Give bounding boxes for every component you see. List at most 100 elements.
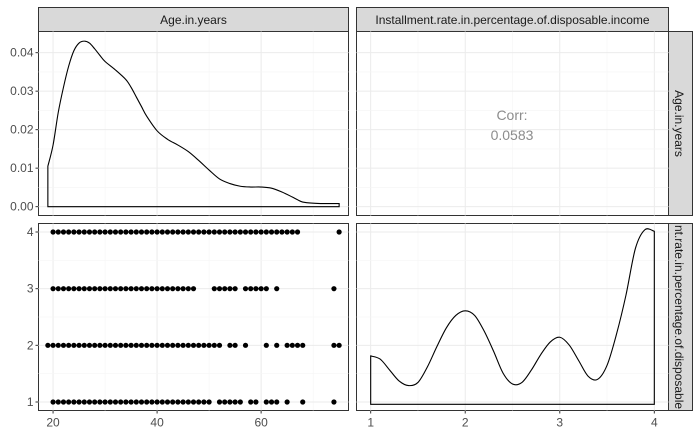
scatter-point (128, 342, 134, 348)
scatter-point (268, 399, 275, 405)
scatter-point (268, 229, 275, 235)
scatter-point (164, 342, 171, 348)
scatter-point (180, 399, 186, 405)
scatter-point (232, 229, 238, 235)
scatter-point (86, 229, 93, 235)
scatter-point (60, 286, 67, 292)
strip-row1-label: Age.in.years (672, 90, 686, 157)
scatter-point (123, 342, 129, 348)
scatter-point (196, 399, 202, 405)
scatter-point (76, 229, 82, 235)
scatter-point (102, 229, 108, 235)
scatter-point (263, 229, 269, 235)
scatter-point (112, 286, 119, 292)
installment-density-curve (370, 228, 655, 405)
scatter-point (66, 342, 72, 348)
scatter-point (248, 399, 254, 405)
scatter-point (242, 342, 249, 348)
scatter-point (144, 399, 150, 405)
scatter-point (232, 286, 238, 292)
scatter-point (175, 286, 181, 292)
age-density-y-tick-label: 0.02 (10, 123, 34, 137)
scatter-point (206, 342, 212, 348)
scatter-point (107, 342, 113, 348)
age-density-y-tick-label: 0.00 (10, 200, 34, 214)
scatter-point (123, 399, 129, 405)
installment-x-tick-label: 2 (462, 416, 469, 430)
scatter-point (86, 399, 93, 405)
scatter-point (138, 286, 145, 292)
scatter-point (263, 342, 269, 348)
scatter-point (138, 399, 145, 405)
scatter-point (180, 286, 186, 292)
strip-col2 (356, 7, 669, 32)
strip-col1-label: Age.in.years (160, 13, 227, 27)
scatter-point (331, 342, 337, 348)
scatter-point (201, 342, 207, 348)
scatter-point (71, 399, 77, 405)
scatter-point (232, 342, 238, 348)
installment-x-tick-label: 4 (651, 416, 658, 430)
scatter-point (216, 286, 223, 292)
scatter-point (118, 229, 124, 235)
scatter-point (190, 286, 197, 292)
scatter-point (227, 399, 233, 405)
strip-row2 (668, 223, 693, 411)
scatter-point (164, 229, 171, 235)
age-density-curve (47, 40, 340, 208)
scatter-point (149, 229, 155, 235)
scatter-x-tick-label: 60 (254, 416, 268, 430)
scatter-point (118, 399, 124, 405)
scatter-point (211, 286, 217, 292)
scatter-point (175, 399, 181, 405)
scatter-point (190, 229, 197, 235)
scatter-point (159, 399, 165, 405)
scatter-point (237, 399, 243, 405)
scatter-point (170, 399, 176, 405)
scatter-point (294, 229, 301, 235)
scatter-point (258, 229, 264, 235)
scatter-point (92, 286, 98, 292)
installment-x-tick-label: 3 (556, 416, 563, 430)
scatter-point (107, 286, 113, 292)
scatter-point (274, 399, 280, 405)
scatter-point (102, 342, 108, 348)
scatter-point (66, 286, 72, 292)
scatter-point (289, 342, 295, 348)
scatter-point (216, 229, 223, 235)
scatter-point (154, 229, 160, 235)
scatter-point (185, 342, 191, 348)
scatter-point (222, 399, 228, 405)
scatter-point (331, 286, 337, 292)
scatter-point (50, 286, 56, 292)
scatter-point (263, 399, 269, 405)
scatter-point (253, 229, 259, 235)
scatter-point (60, 342, 67, 348)
scatter-point (138, 229, 145, 235)
scatter-point (97, 229, 103, 235)
scatter-point (76, 399, 82, 405)
scatter-point (112, 342, 119, 348)
scatter-point (81, 342, 87, 348)
scatter-point (138, 342, 145, 348)
scatter-point (206, 399, 212, 405)
scatter-point (300, 399, 306, 405)
strip-row1 (668, 31, 693, 216)
scatter-point (159, 286, 165, 292)
scatter-point (149, 286, 155, 292)
scatter-point (154, 399, 160, 405)
scatter-point (81, 399, 87, 405)
scatter-point (284, 342, 290, 348)
scatter-point (133, 399, 139, 405)
scatter-point (258, 286, 264, 292)
scatter-point (50, 229, 56, 235)
scatter-point (92, 342, 98, 348)
scatter-point (190, 342, 197, 348)
scatter-point (300, 342, 306, 348)
scatter-point (71, 286, 77, 292)
age-density-y-tick-label: 0.01 (10, 161, 34, 175)
corr-label: Corr: (496, 107, 527, 123)
scatter-point (92, 399, 98, 405)
scatter-y-tick-label: 4 (27, 225, 34, 239)
